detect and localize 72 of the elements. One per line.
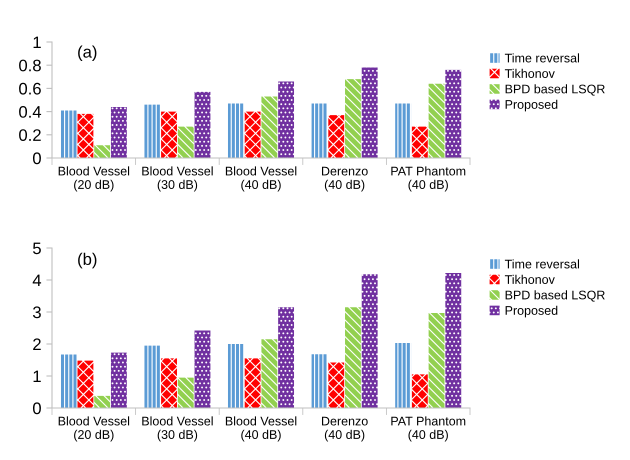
x-tick-label: Derenzo (40 dB) <box>322 416 368 442</box>
bar <box>345 79 361 158</box>
y-tick-label: 0.6 <box>19 82 41 95</box>
bar <box>362 274 378 408</box>
legend-label: Proposed <box>506 306 558 318</box>
bar <box>78 360 94 408</box>
bar <box>60 110 77 158</box>
bar <box>445 272 462 408</box>
bar <box>194 330 210 408</box>
bar <box>261 339 278 408</box>
bar <box>345 307 361 408</box>
x-tick-label: Blood Vessel (40 dB) <box>226 416 296 442</box>
annotation: (b) <box>78 252 96 268</box>
bar <box>244 358 261 408</box>
bar <box>244 112 261 158</box>
y-tick-label: 0.8 <box>19 60 41 72</box>
bar <box>110 106 127 158</box>
bar <box>278 81 294 158</box>
annotation: (a) <box>78 45 96 62</box>
y-tick-label: 2 <box>33 338 41 350</box>
x-tick-label: PAT Phantom (40 dB) <box>391 166 466 192</box>
bar <box>228 344 244 408</box>
y-tick-label: 0 <box>32 152 41 164</box>
bar <box>278 307 294 408</box>
bar <box>144 104 160 158</box>
bar <box>161 112 177 158</box>
bar <box>412 126 428 158</box>
y-tick-label: 1 <box>34 36 41 48</box>
bar <box>161 358 177 408</box>
legend-label: Proposed <box>506 100 558 112</box>
y-tick-label: 0 <box>32 402 41 414</box>
bar <box>312 103 328 158</box>
y-tick-label: 3 <box>32 306 41 318</box>
bar <box>228 103 244 158</box>
bar <box>428 84 444 158</box>
bar <box>428 312 444 408</box>
bar <box>328 115 344 158</box>
bar <box>144 346 160 408</box>
bar <box>362 68 378 158</box>
bar <box>178 126 194 158</box>
x-tick-label: Blood Vessel (30 dB) <box>142 416 213 442</box>
bar <box>312 354 328 408</box>
y-tick-label: 4 <box>32 274 42 286</box>
bar <box>445 70 462 158</box>
legend-label: BPD based LSQR <box>506 290 605 302</box>
legend-label: Tikhonov <box>504 68 555 78</box>
bar <box>94 396 110 408</box>
x-tick-label: Blood Vessel (20 dB) <box>58 166 130 192</box>
y-tick-label: 0.4 <box>19 106 42 118</box>
legend-label: BPD based LSQR <box>506 84 605 96</box>
y-tick-label: 5 <box>32 242 41 254</box>
x-tick-label: Derenzo (40 dB) <box>322 166 368 192</box>
bar <box>194 92 210 158</box>
bar <box>60 354 77 408</box>
x-tick-label: Blood Vessel (40 dB) <box>226 166 296 192</box>
bar <box>395 343 412 408</box>
bar <box>78 114 94 158</box>
y-tick-label: 1 <box>34 370 41 382</box>
bar <box>412 374 428 408</box>
x-tick-label: Blood Vessel (20 dB) <box>58 416 130 442</box>
legend-label: Time reversal <box>504 259 580 268</box>
bar <box>328 362 344 408</box>
bar <box>110 352 127 408</box>
x-tick-label: Blood Vessel (30 dB) <box>142 166 213 192</box>
y-tick-label: 0.2 <box>19 129 41 142</box>
bar <box>178 378 194 408</box>
bar <box>261 96 278 158</box>
legend-label: Time reversal <box>504 53 580 62</box>
legend-label: Tikhonov <box>504 274 555 284</box>
bar <box>395 103 412 158</box>
x-tick-label: PAT Phantom (40 dB) <box>391 416 466 442</box>
bar <box>94 145 110 158</box>
